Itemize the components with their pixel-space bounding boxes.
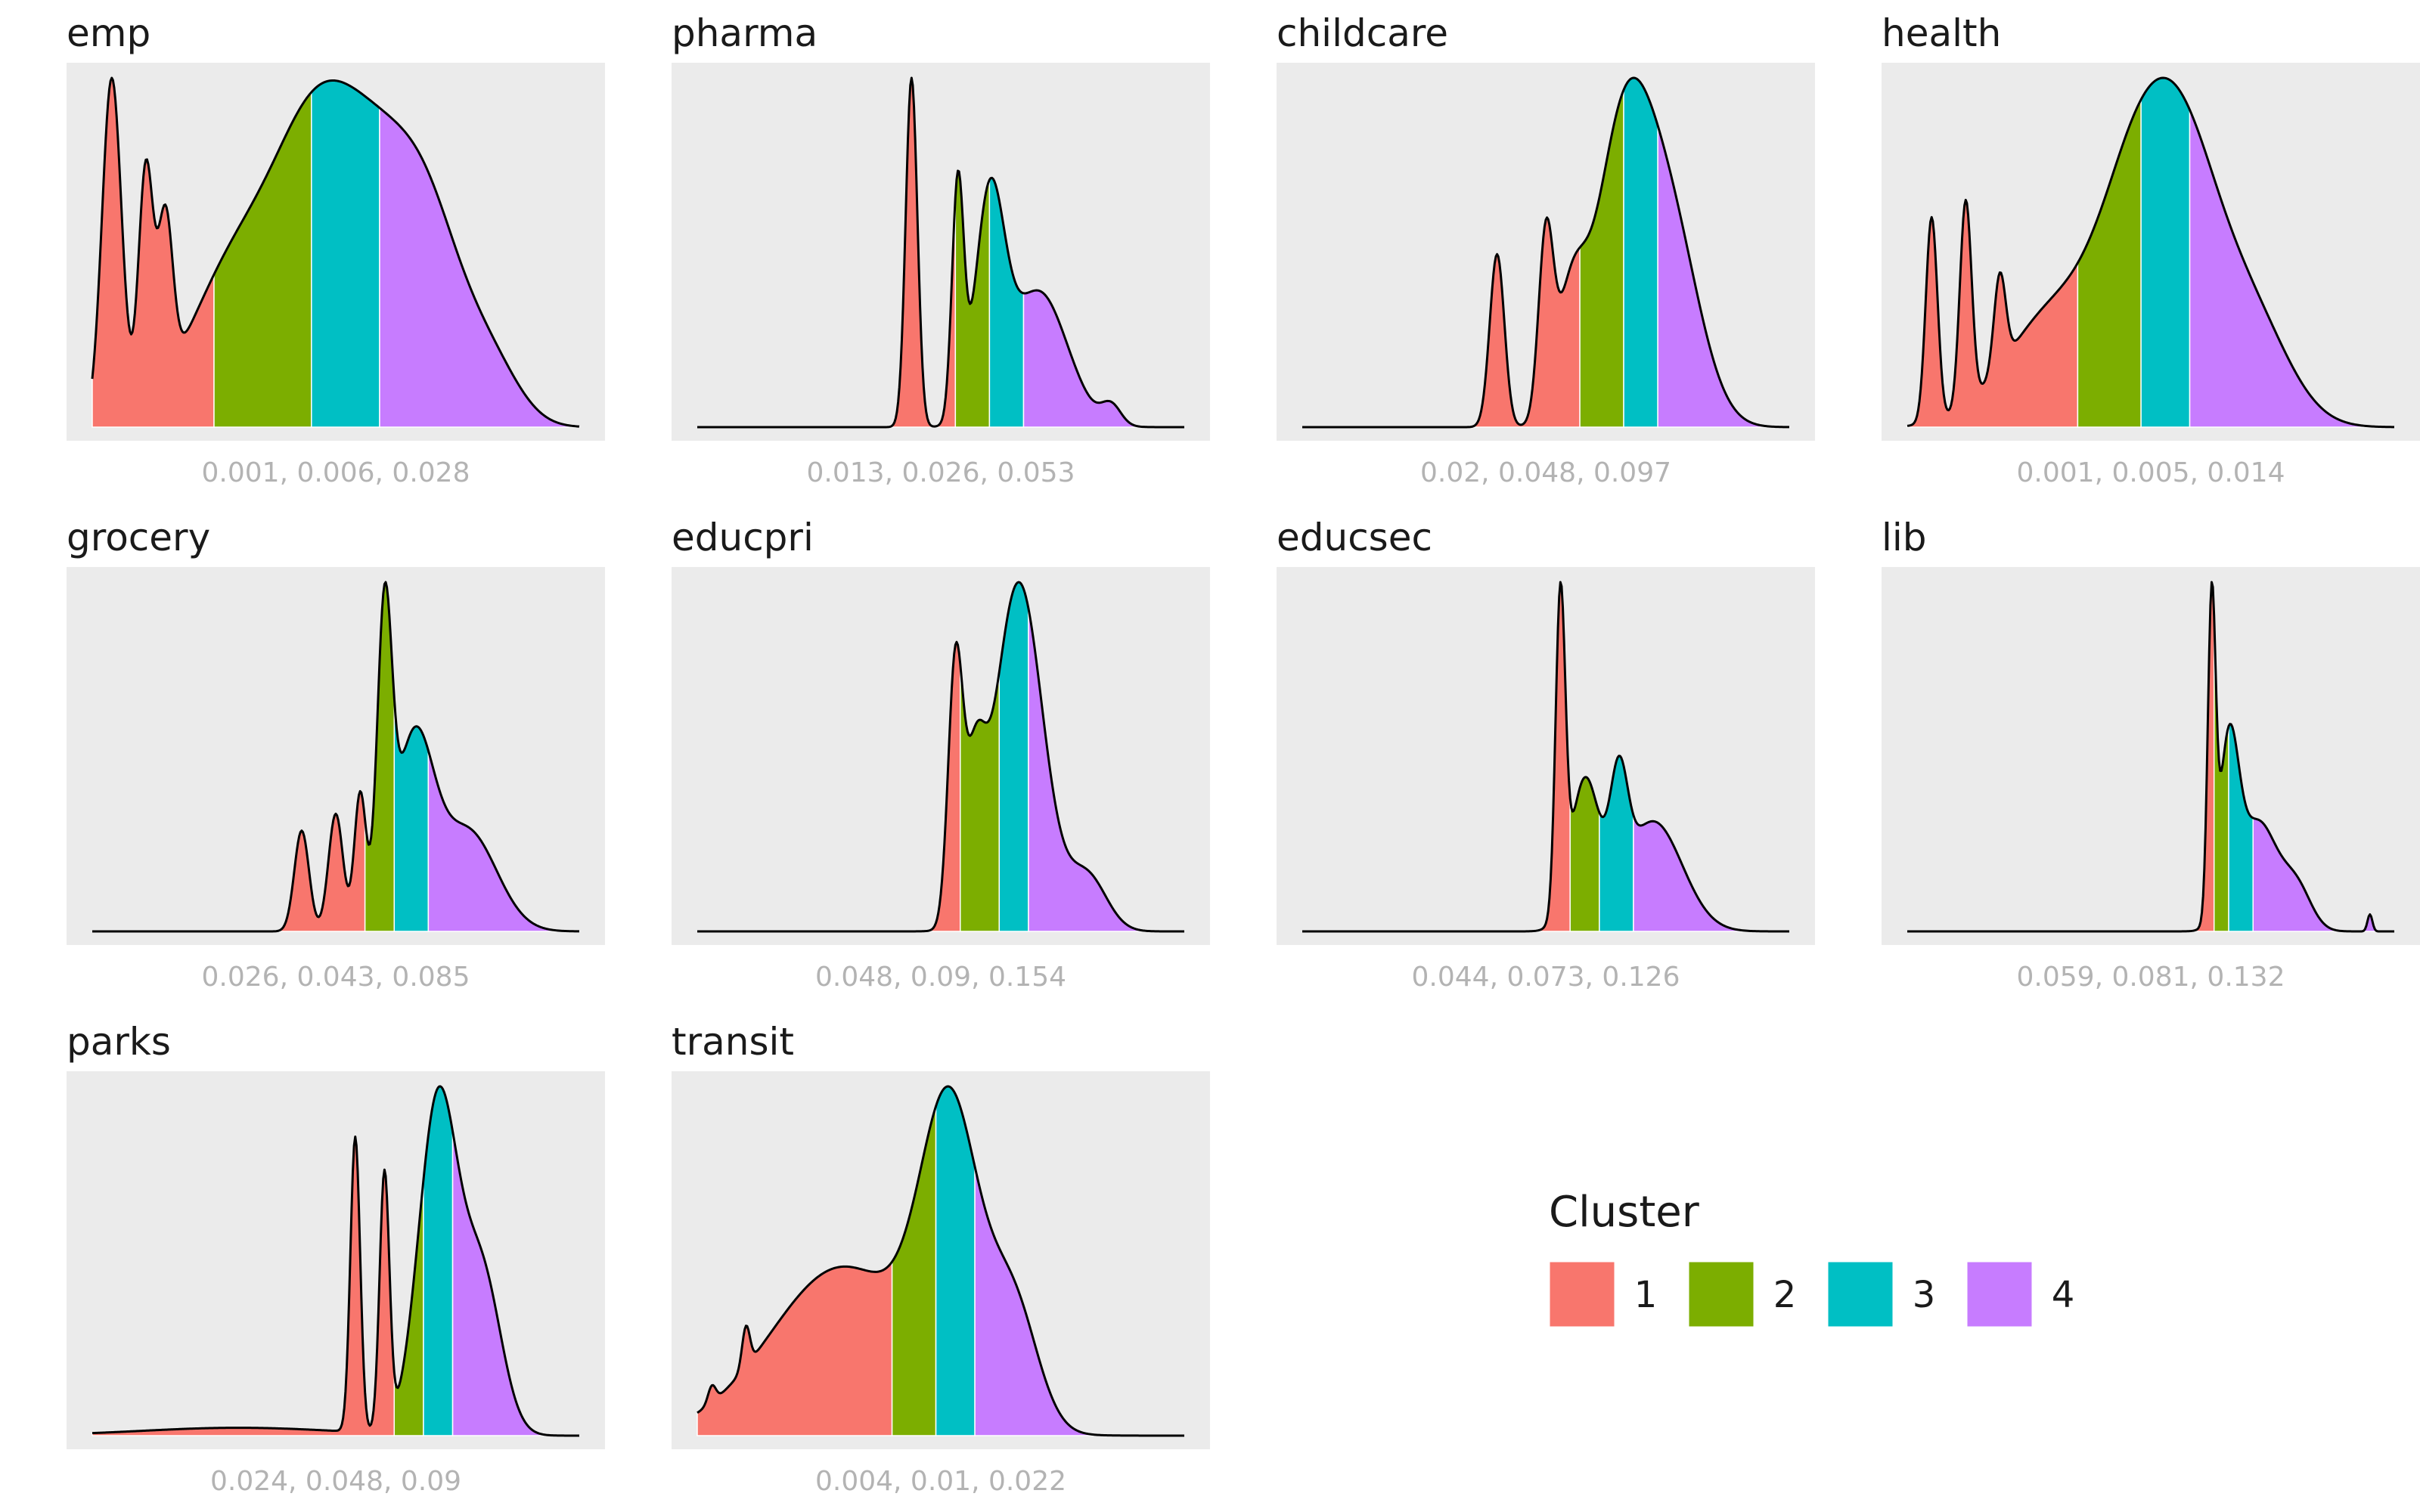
density-line [697, 581, 1184, 933]
panel-title: grocery [67, 516, 210, 559]
panel-lib: lib 0.059, 0.081, 0.132 [1882, 516, 2420, 993]
panel-caption: 0.001, 0.005, 0.014 [2017, 457, 2285, 488]
panel-title: educsec [1277, 516, 1432, 559]
panel-background [672, 63, 1210, 441]
legend-key [1965, 1259, 2034, 1329]
panel-health: health 0.001, 0.005, 0.014 [1882, 11, 2420, 488]
panel-title: childcare [1277, 11, 1448, 55]
panel-background [67, 1071, 605, 1449]
panel-title: lib [1882, 516, 1927, 559]
panel-grocery: grocery 0.026, 0.043, 0.085 [67, 516, 605, 993]
panel-parks: parks 0.024, 0.048, 0.09 [67, 1020, 605, 1497]
legend-key [1826, 1259, 1895, 1329]
cluster-3-area [1623, 77, 1658, 428]
panel-caption: 0.024, 0.048, 0.09 [210, 1466, 461, 1497]
panel-title: educpri [672, 516, 814, 559]
panel-background [1277, 567, 1815, 945]
legend-label: 2 [1773, 1274, 1797, 1316]
panel-caption: 0.013, 0.026, 0.053 [807, 457, 1075, 488]
legend-item-1: 1 [1547, 1259, 1658, 1329]
panel-background [1882, 567, 2420, 945]
legend-title: Cluster [1549, 1188, 1700, 1237]
panel-title: parks [67, 1020, 171, 1064]
cluster-3-area [311, 79, 380, 428]
legend-label: 4 [2052, 1274, 2075, 1316]
panel-caption: 0.026, 0.043, 0.085 [202, 962, 470, 993]
facet-panels: emp 0.001, 0.006, 0.028 pharma 0.013, 0.026… [67, 11, 2420, 1497]
legend-item-2: 2 [1686, 1259, 1797, 1329]
panel-title: emp [67, 11, 150, 55]
legend-item-4: 4 [1965, 1259, 2075, 1329]
legend-label: 3 [1913, 1274, 1936, 1316]
density-line [92, 1085, 579, 1437]
density-line [92, 581, 580, 933]
density-line [697, 1085, 1184, 1437]
panel-title: pharma [672, 11, 818, 55]
panel-caption: 0.044, 0.073, 0.126 [1412, 962, 1680, 993]
panel-caption: 0.001, 0.006, 0.028 [202, 457, 470, 488]
density-line [697, 76, 1184, 429]
cluster-3-area [2140, 77, 2191, 428]
legend-key [1686, 1259, 1756, 1329]
panel-pharma: pharma 0.013, 0.026, 0.053 [672, 11, 1210, 488]
panel-caption: 0.004, 0.01, 0.022 [815, 1466, 1066, 1497]
panel-transit: transit 0.004, 0.01, 0.022 [672, 1020, 1210, 1497]
density-line [1907, 76, 2395, 429]
legend-label: 1 [1634, 1274, 1658, 1316]
density-line [1302, 76, 1790, 429]
panel-caption: 0.02, 0.048, 0.097 [1420, 457, 1671, 488]
panel-caption: 0.048, 0.09, 0.154 [815, 962, 1066, 993]
panel-title: health [1882, 11, 2001, 55]
panel-emp: emp 0.001, 0.006, 0.028 [67, 11, 605, 488]
panel-title: transit [672, 1020, 794, 1064]
density-line [91, 76, 580, 428]
density-line [1302, 581, 1789, 933]
panel-childcare: childcare 0.02, 0.048, 0.097 [1277, 11, 1815, 488]
legend: Cluster 1 2 3 4 [1547, 1188, 2075, 1329]
panel-educsec: educsec 0.044, 0.073, 0.126 [1277, 516, 1815, 993]
density-line [1907, 581, 2394, 933]
legend-key [1547, 1259, 1617, 1329]
panel-caption: 0.059, 0.081, 0.132 [2017, 962, 2285, 993]
panel-educpri: educpri 0.048, 0.09, 0.154 [672, 516, 1210, 993]
legend-item-3: 3 [1826, 1259, 1936, 1329]
